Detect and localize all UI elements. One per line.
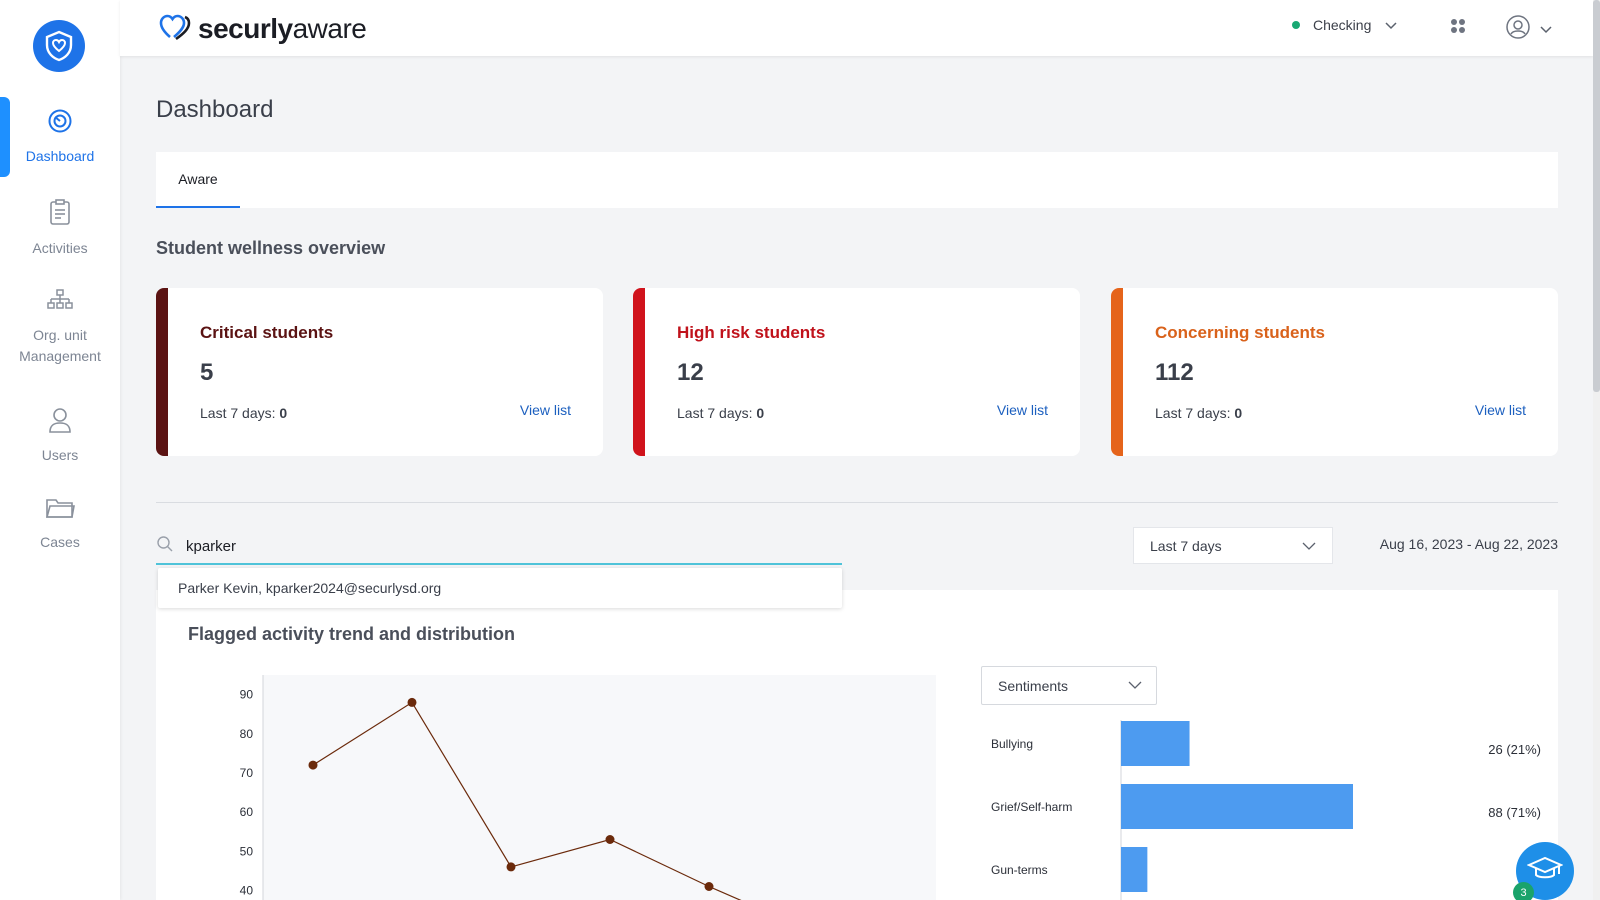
date-range-select[interactable]: Last 7 days — [1133, 527, 1333, 564]
section-title: Student wellness overview — [156, 238, 386, 258]
shield-heart-icon — [45, 30, 73, 62]
bar-category-label: Gun-terms — [991, 863, 1048, 877]
series-line — [312, 701, 742, 900]
bar-category-label: Grief/Self-harm — [991, 800, 1072, 814]
panel-title: Flagged activity trend and distribution — [188, 624, 516, 644]
tab-aware[interactable]: Aware — [156, 152, 240, 208]
card-title: Critical students — [200, 323, 334, 342]
flagged-activity-line-chart: 40 50 60 70 80 90 — [240, 675, 936, 900]
data-point — [407, 697, 417, 707]
page-scrollbar[interactable] — [1593, 0, 1600, 900]
card-count: 5 — [200, 359, 214, 386]
graduation-cap-icon — [1526, 854, 1564, 889]
sentiments-select[interactable]: Sentiments — [981, 666, 1157, 705]
bar-value-label: 88 (71%) — [1488, 805, 1541, 820]
sidebar-item-label: Users — [41, 446, 79, 463]
y-tick-label: 40 — [240, 883, 254, 897]
chevron-down-icon — [1128, 677, 1142, 693]
data-point — [506, 862, 516, 872]
scrollbar-thumb[interactable] — [1593, 0, 1600, 392]
org-chart-icon — [47, 289, 73, 319]
user-menu[interactable] — [1506, 15, 1552, 44]
folder-icon — [45, 496, 75, 526]
sentiments-select-value: Sentiments — [998, 677, 1069, 694]
bar — [1121, 784, 1353, 829]
y-tick-label: 50 — [240, 844, 254, 858]
critical-students-card: Critical students 5 Last 7 days: 0 View … — [156, 288, 603, 456]
top-bar: securlyaware Checking — [120, 0, 1593, 56]
sidebar-item-cases[interactable]: Cases — [0, 484, 120, 564]
card-subtext: Last 7 days: 0 — [677, 405, 765, 421]
user-icon — [48, 407, 72, 439]
sidebar-item-activities[interactable]: Activities — [0, 188, 120, 268]
hearts-logo-icon — [158, 10, 192, 47]
brand-logo[interactable]: securlyaware — [158, 10, 367, 47]
status-dropdown[interactable]: Checking — [1292, 17, 1397, 33]
status-label: Checking — [1313, 17, 1372, 33]
card-accent-bar — [633, 288, 645, 456]
date-range-text: Aug 16, 2023 - Aug 22, 2023 — [1379, 536, 1558, 552]
page-title: Dashboard — [156, 96, 274, 123]
card-subtext: Last 7 days: 0 — [1155, 405, 1243, 421]
card-accent-bar — [156, 288, 168, 456]
bar — [1121, 847, 1148, 892]
card-title: Concerning students — [1155, 323, 1326, 342]
date-range-select-value: Last 7 days — [1150, 537, 1222, 554]
y-tick-label: 90 — [240, 688, 254, 702]
view-list-link[interactable]: View list — [996, 402, 1048, 418]
card-title: High risk students — [677, 323, 826, 342]
y-tick-label: 60 — [240, 805, 254, 819]
bar-category-label: Bullying — [991, 737, 1033, 751]
card-count: 12 — [677, 359, 704, 386]
help-button[interactable] — [1516, 842, 1574, 900]
search-icon — [156, 535, 174, 558]
high-risk-students-card: High risk students 12 Last 7 days: 0 Vie… — [633, 288, 1080, 456]
plot-area — [263, 675, 936, 900]
card-count: 112 — [1155, 359, 1194, 386]
data-point — [704, 882, 714, 891]
data-point — [605, 835, 615, 844]
help-badge: 3 — [1513, 882, 1534, 900]
sidebar-item-org-unit-management[interactable]: Org. unit Management — [0, 288, 120, 368]
sidebar-item-dashboard[interactable]: Dashboard — [0, 97, 120, 177]
sidebar: Dashboard Activities Org. unit Managemen… — [0, 0, 120, 900]
data-point — [308, 760, 318, 770]
bar — [1121, 721, 1190, 766]
chevron-down-icon — [1540, 21, 1552, 39]
bar-value-label: 26 (21%) — [1488, 742, 1541, 757]
card-subtext: Last 7 days: 0 — [200, 405, 288, 421]
sidebar-item-label: Org. unit Management — [19, 327, 101, 364]
view-list-link[interactable]: View list — [1474, 402, 1526, 418]
section-divider — [156, 502, 1558, 503]
card-accent-bar — [1111, 288, 1123, 456]
tab-bar: Aware — [156, 152, 1558, 208]
student-search — [156, 530, 842, 565]
flagged-activity-panel: Flagged activity trend and distribution … — [156, 590, 1558, 900]
search-suggestion-item[interactable]: Parker Kevin, kparker2024@securlysd.org — [158, 568, 842, 608]
chevron-down-icon — [1302, 538, 1316, 554]
clipboard-icon — [48, 198, 72, 232]
y-tick-label: 70 — [240, 766, 254, 780]
brand-name: securlyaware — [198, 12, 367, 44]
user-avatar-icon — [1506, 15, 1530, 44]
sentiment-bar-chart: Bullying 26 (21%) Grief/Self-harm 88 (71%) G… — [991, 720, 1542, 900]
y-tick-label: 80 — [240, 727, 254, 741]
dashboard-gauge-icon — [47, 108, 73, 140]
chevron-down-icon — [1385, 17, 1397, 33]
sidebar-item-label: Dashboard — [25, 147, 95, 164]
securly-shield-logo[interactable] — [33, 20, 85, 72]
search-input[interactable] — [186, 538, 786, 555]
sidebar-item-users[interactable]: Users — [0, 396, 120, 476]
concerning-students-card: Concerning students 112 Last 7 days: 0 V… — [1111, 288, 1558, 456]
apps-grid-icon[interactable] — [1450, 18, 1466, 39]
sidebar-item-label: Activities — [32, 239, 88, 256]
sidebar-item-label: Cases — [40, 533, 80, 550]
view-list-link[interactable]: View list — [519, 402, 571, 418]
status-dot — [1292, 21, 1300, 29]
